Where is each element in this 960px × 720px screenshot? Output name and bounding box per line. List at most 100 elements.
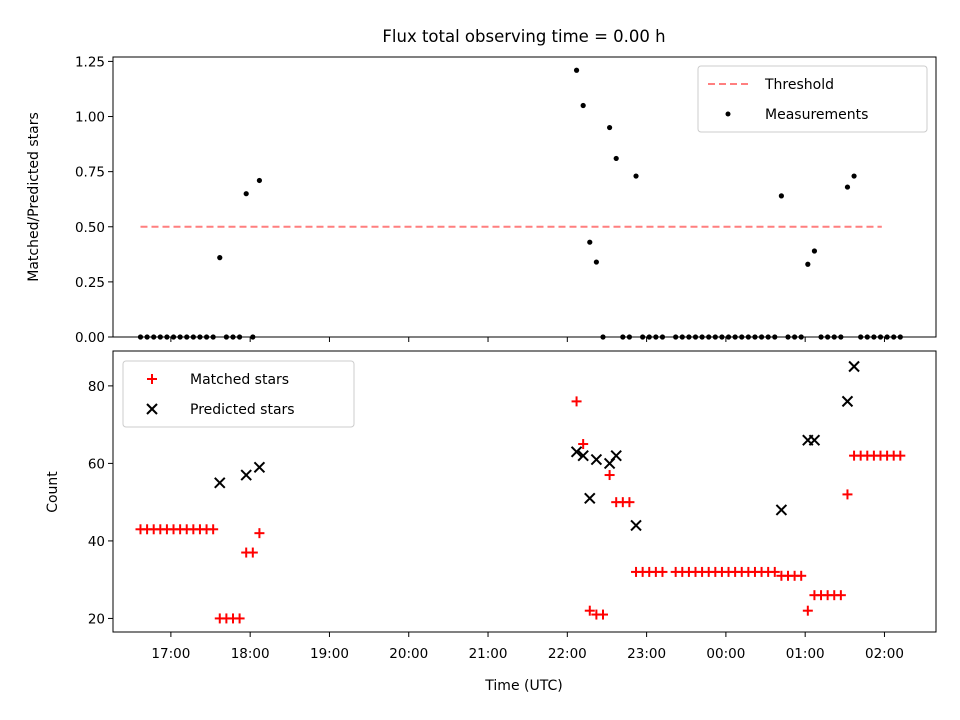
y-tick-label: 0.25 [75,275,105,291]
measurement-point [864,334,870,340]
x-tick-label: 00:00 [706,646,745,662]
legend-predicted-swatch [146,403,158,415]
y-tick-label: 80 [88,379,105,395]
y-tick-label: 0.00 [75,330,105,346]
measurement-point [197,334,203,340]
measurement-point [573,67,580,73]
chart-title: Flux total observing time = 0.00 h [382,27,665,46]
matched-star-point [597,609,608,620]
measurement-point [798,334,804,340]
x-tick-label: 21:00 [469,646,508,662]
legend-threshold-label: Threshold [764,77,834,93]
measurement-point [712,334,718,340]
bottom-y-axis-ticks: 20 40 60 80 [88,379,113,627]
x-tick-label: 17:00 [151,646,190,662]
top-panel-frame [112,56,937,338]
x-tick-label: 20:00 [389,646,428,662]
matched-star-point [657,566,668,577]
matched-star-point [842,489,853,500]
legend-measurements-label: Measurements [765,107,868,123]
bottom-legend: Matched stars Predicted stars [122,360,355,428]
top-y-axis-ticks: 0.00 0.25 0.50 0.75 1.00 1.25 [75,54,113,346]
y-tick-label: 20 [88,611,105,627]
measurement-point [593,259,599,265]
measurement-point [692,334,699,340]
measurement-point [877,334,884,340]
top-legend-frame [697,65,928,133]
predicted-star-point [775,504,788,516]
measurement-point [653,334,659,340]
matched-star-point [895,450,906,461]
predicted-star-point [610,449,622,462]
measurement-point [792,334,798,340]
predicted-stars-series [214,360,860,532]
measurement-point [818,334,824,340]
measurement-point [144,334,150,340]
measurement-point [884,334,890,340]
matched-star-point [571,396,582,407]
measurement-point [137,334,144,340]
measurement-point [752,334,758,340]
measurement-point [679,334,685,340]
measurement-point [184,334,190,340]
x-tick-label: 19:00 [310,646,349,662]
measurement-point [157,334,163,340]
measurement-point [659,334,666,340]
measurement-point [858,334,864,340]
x-tick-label: 01:00 [786,646,825,662]
measurement-point [170,334,177,340]
top-panel: 0.00 0.25 0.50 0.75 1.00 1.25 Matched/Predict… [26,54,937,346]
matched-star-point [835,590,846,601]
matched-star-point [769,566,780,577]
measurement-point [151,334,157,340]
matched-star-point [584,605,595,616]
measurement-point [745,334,751,340]
measurement-point [719,334,725,340]
predicted-star-point [577,449,589,462]
predicted-star-point [808,434,821,446]
measurement-point [785,334,791,340]
measurement-point [250,334,256,340]
measurement-point [758,334,765,340]
measurement-point [640,334,646,340]
matched-star-point [578,439,589,450]
measurement-point [646,334,652,340]
measurement-point [831,334,837,340]
matched-star-point [208,524,219,535]
matched-star-point [234,613,245,624]
y-tick-label: 1.00 [75,110,105,126]
measurement-point [844,184,851,190]
x-tick-label: 18:00 [231,646,270,662]
measurement-point [223,334,229,340]
measurement-point [825,334,831,340]
measurement-point [203,334,210,340]
measurement-point [765,334,771,340]
measurement-point [732,334,738,340]
measurement-point [811,248,818,254]
y-tick-label: 1.25 [75,54,105,70]
predicted-star-point [253,461,266,473]
y-tick-label: 0.50 [75,220,105,236]
top-x-axis-ticks [170,337,885,342]
measurement-point [587,239,593,245]
bottom-panel: 20 40 60 80 17:00 18:00 19:00 20:00 21:00 22:00 2… [45,350,937,694]
measurement-point [580,102,586,109]
measurement-point [210,334,216,340]
matched-star-point [604,470,615,481]
measurement-point [620,334,626,340]
measurement-point [600,334,606,340]
matched-stars-series [135,396,906,624]
matched-star-point [247,547,258,558]
predicted-star-point [240,469,252,481]
predicted-star-point [848,360,860,373]
measurement-point [805,261,811,267]
measurement-point [673,334,679,340]
measurement-point [891,334,897,340]
measurements-series [137,67,903,340]
predicted-star-point [590,453,603,466]
measurement-point [739,334,745,340]
measurement-point [725,334,732,340]
y-tick-label: 40 [88,534,105,550]
x-tick-label: 02:00 [865,646,904,662]
measurement-point [626,334,633,340]
